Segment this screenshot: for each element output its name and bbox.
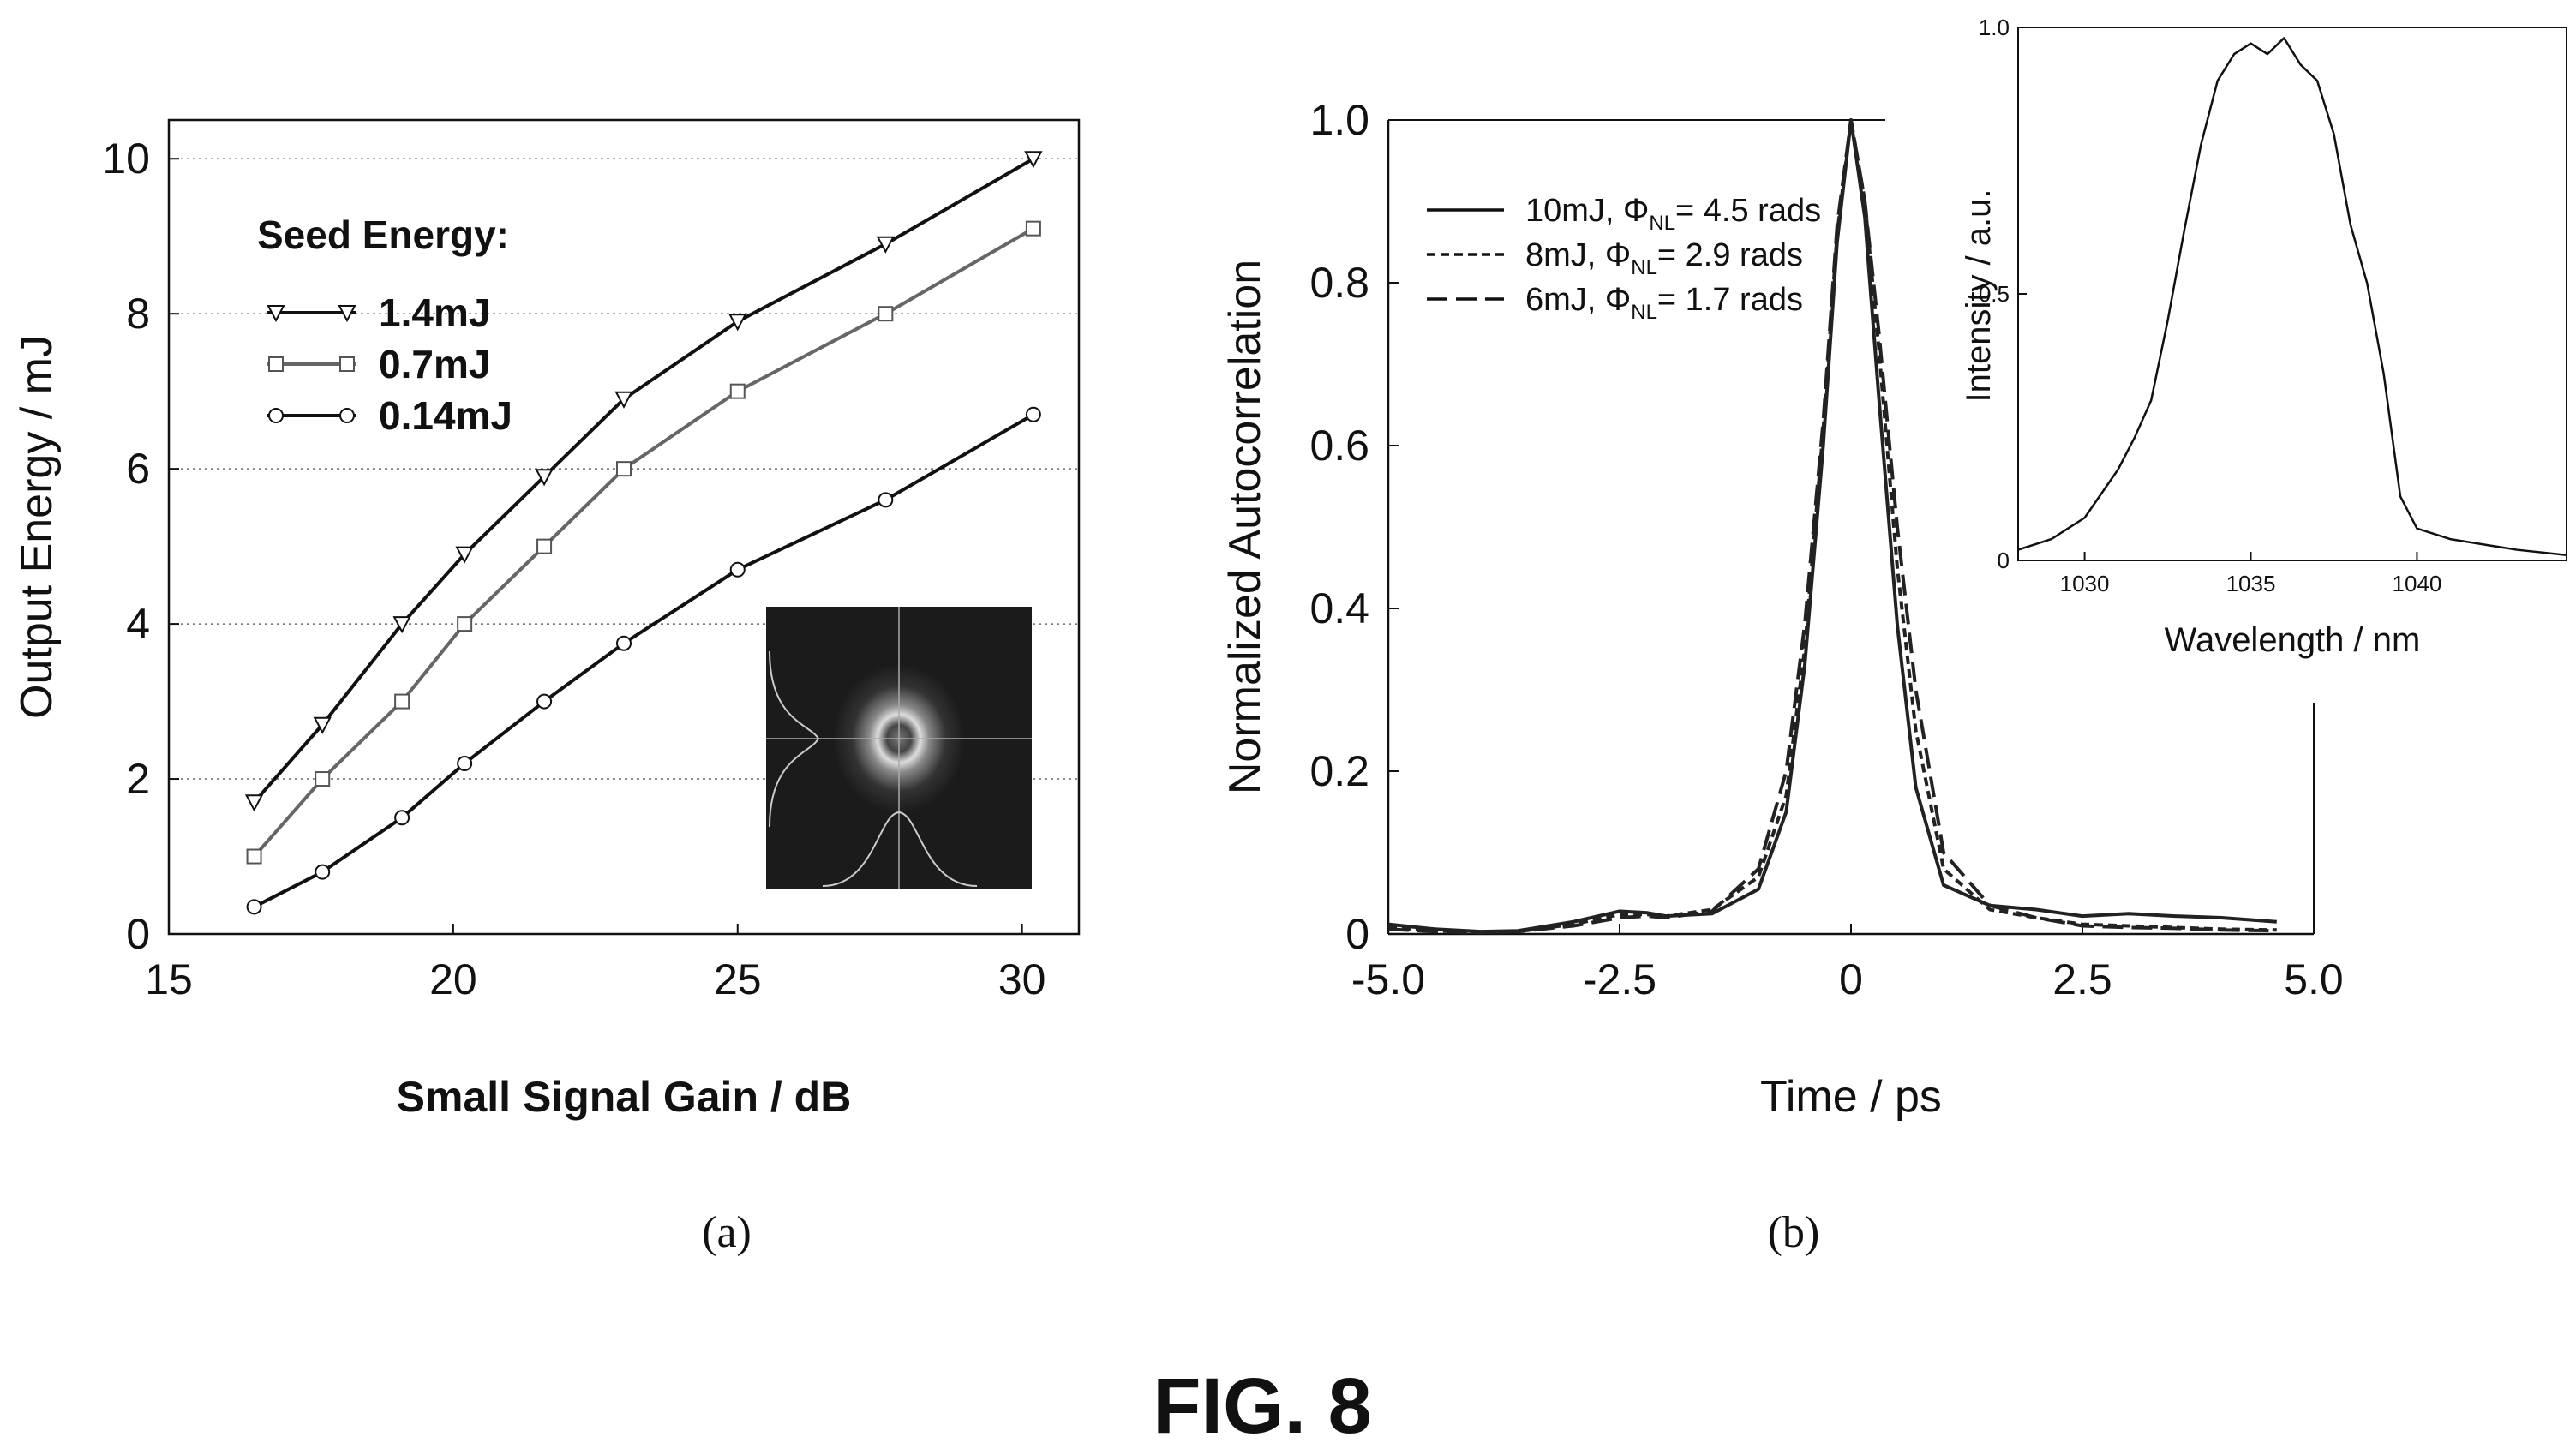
beam-profile-inset: [766, 607, 1032, 889]
c-ytick-label: 1.0: [1979, 15, 2010, 40]
c-ytick-label: 0.5: [1979, 281, 2010, 307]
a-legend-label: 1.4mJ: [379, 290, 490, 335]
b-ytick-label: 0.2: [1309, 747, 1369, 795]
a-data-point: [457, 755, 473, 771]
a-ytick-label: 0: [126, 910, 150, 958]
a-legend-marker: [339, 408, 355, 423]
b-xtick-label: 2.5: [2052, 955, 2112, 1003]
beam-profile-horizontal-trace: [822, 811, 978, 887]
a-data-point: [878, 306, 894, 322]
a-data-point: [394, 810, 410, 826]
b-legend-label: 10mJ, ΦNL= 4.5 rads: [1525, 193, 1821, 235]
b-series-line: [1387, 118, 2277, 935]
a-data-point: [616, 635, 632, 651]
c-series-line: [2017, 37, 2567, 557]
a-xtick-label: 25: [714, 955, 762, 1003]
panel-b-ticks: 0 0.2 0.4 0.6 0.8 1.0 -5.0 -2.5 0 2.5 5.0: [1309, 96, 2343, 1003]
panel-a-legend-title: Seed Energy:: [257, 213, 509, 257]
a-data-point: [614, 391, 633, 409]
c-ytick-label: 0: [1998, 548, 2010, 573]
a-data-point: [535, 469, 554, 487]
caption-a: (a): [702, 1208, 752, 1257]
a-legend-marker: [268, 356, 284, 372]
a-data-point: [394, 693, 410, 710]
panel-b-xlabel: Time / ps: [1760, 1072, 1942, 1122]
a-legend-marker: [339, 356, 355, 372]
a-data-point: [392, 616, 411, 634]
a-data-point: [1024, 151, 1043, 169]
a-data-point: [313, 716, 332, 734]
a-ytick-label: 10: [102, 135, 150, 183]
b-ytick-label: 0: [1345, 910, 1369, 958]
b-ytick-label: 0.8: [1309, 259, 1369, 307]
b-legend-label: 6mJ, ΦNL= 1.7 rads: [1525, 282, 1803, 324]
b-ytick-label: 0.6: [1309, 422, 1369, 470]
a-ytick-label: 8: [126, 290, 150, 338]
spectrum-inset-background: [2017, 27, 2567, 561]
a-data-point: [876, 236, 895, 254]
panel-a-plot-area: [167, 118, 1081, 936]
panel-a-ylabel: Output Energy / mJ: [12, 335, 62, 719]
a-data-point: [729, 383, 746, 399]
panel-b-ylabel: Normalized Autocorrelation: [1220, 260, 1270, 794]
a-data-point: [878, 492, 894, 508]
spectrum-inset-ylabel: Intensity / a.u.: [1960, 189, 1998, 402]
a-legend-label: 0.7mJ: [379, 342, 490, 386]
spectrum-inset-series: [2017, 37, 2567, 557]
a-data-point: [536, 693, 553, 710]
a-data-point: [315, 864, 331, 880]
spectrum-inset-ticks: 0 0.5 1.0 1030 1035 1040: [1979, 15, 2442, 596]
beam-profile-vertical-trace: [769, 650, 820, 828]
a-data-point: [1025, 220, 1041, 237]
b-ytick-label: 1.0: [1309, 96, 1369, 144]
b-xtick-label: -2.5: [1583, 955, 1656, 1003]
a-xtick-label: 15: [145, 955, 193, 1003]
b-xtick-label: 5.0: [2284, 955, 2344, 1003]
c-xtick-label: 1030: [2060, 571, 2110, 596]
a-legend-label: 0.14mJ: [379, 393, 512, 438]
c-xtick-label: 1035: [2226, 571, 2276, 596]
b-legend-label: 8mJ, ΦNL= 2.9 rads: [1525, 237, 1803, 279]
a-data-point: [728, 314, 747, 332]
panel-a-legend: 1.4mJ 0.7mJ 0.14mJ: [267, 290, 512, 438]
a-legend-marker: [338, 305, 356, 323]
a-xtick-label: 20: [429, 955, 477, 1003]
a-data-point: [246, 899, 262, 915]
a-data-point: [455, 546, 474, 564]
spectrum-inset: 0 0.5 1.0 1030 1035 1040 Wavelength / nm Inte…: [1960, 15, 2567, 659]
a-ytick-label: 6: [126, 445, 150, 493]
panel-b-series: [1387, 118, 2277, 935]
a-data-point: [729, 561, 746, 578]
a-data-point: [536, 538, 553, 554]
c-xtick-label: 1040: [2393, 571, 2442, 596]
b-xtick-label: 0: [1839, 955, 1863, 1003]
a-data-point: [246, 848, 262, 865]
figure-title: FIG. 8: [1153, 1362, 1372, 1449]
a-data-point: [315, 771, 331, 787]
spectrum-inset-xlabel: Wavelength / nm: [2165, 621, 2421, 659]
a-ytick-label: 2: [126, 755, 150, 803]
b-xtick-label: -5.0: [1351, 955, 1425, 1003]
a-data-point: [244, 794, 264, 812]
a-legend-marker: [268, 408, 284, 423]
panel-b: 0 0.2 0.4 0.6 0.8 1.0 -5.0 -2.5 0 2.5 5.0 10mJ, ΦN…: [1220, 15, 2567, 1257]
panel-a-xlabel: Small Signal Gain / dB: [397, 1073, 852, 1121]
a-legend-marker: [267, 305, 285, 323]
panel-a-ticks: 0 2 4 6 8 10 15 20 25 30: [102, 135, 1045, 1003]
a-ytick-label: 4: [126, 600, 150, 648]
b-ytick-label: 0.4: [1309, 584, 1369, 632]
a-xtick-label: 30: [998, 955, 1046, 1003]
a-data-point: [616, 461, 632, 477]
a-data-point: [1025, 406, 1041, 422]
caption-b: (b): [1768, 1208, 1820, 1257]
panel-a-series: [244, 151, 1043, 915]
a-data-point: [457, 616, 473, 632]
